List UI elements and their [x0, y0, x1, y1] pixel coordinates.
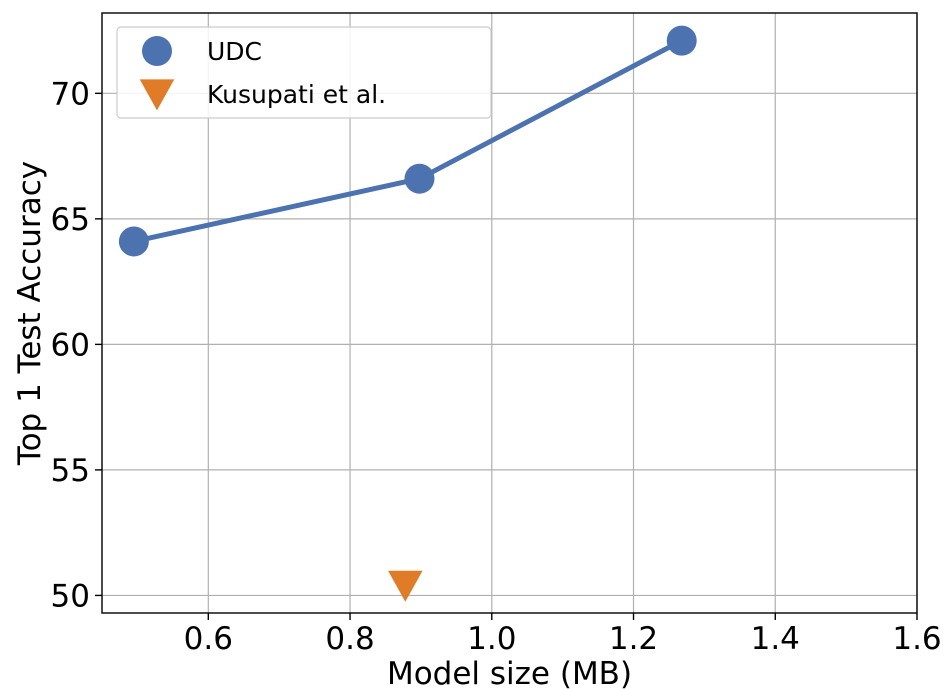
x-tick-label: 0.6: [184, 621, 233, 657]
x-tick-label: 1.4: [751, 621, 800, 657]
plot-frame: [101, 12, 918, 614]
legend: UDC Kusupati et al.: [116, 26, 492, 119]
legend-label: UDC: [207, 37, 262, 66]
data-point: [404, 163, 435, 194]
legend-marker: [139, 79, 175, 111]
x-tick-label: 1.2: [609, 621, 658, 657]
legend-label: Kusupati et al.: [207, 80, 386, 109]
x-tick-label: 0.8: [325, 621, 374, 657]
y-tick-label: 70: [51, 76, 90, 112]
y-tick-label: 60: [51, 327, 90, 363]
series-layer: [118, 25, 697, 602]
x-axis-label: Model size (MB): [387, 656, 632, 689]
y-tick-label: 55: [51, 453, 90, 489]
data-point: [118, 226, 149, 257]
data-point: [388, 570, 423, 602]
y-tick-label: 50: [51, 578, 90, 614]
axis-ticks: 0.6 0.8 1.0 1.2 1.4 1.6 50 55 60 65 70: [51, 76, 942, 657]
legend-box: [116, 26, 492, 119]
series-0: [118, 25, 697, 257]
y-tick-label: 65: [51, 202, 90, 238]
data-point: [666, 25, 697, 56]
x-tick-label: 1.6: [892, 621, 941, 657]
legend-marker: [142, 36, 172, 66]
x-tick-label: 1.0: [467, 621, 516, 657]
y-axis-label: Top 1 Test Accuracy: [12, 161, 48, 466]
series-1: [388, 570, 423, 602]
